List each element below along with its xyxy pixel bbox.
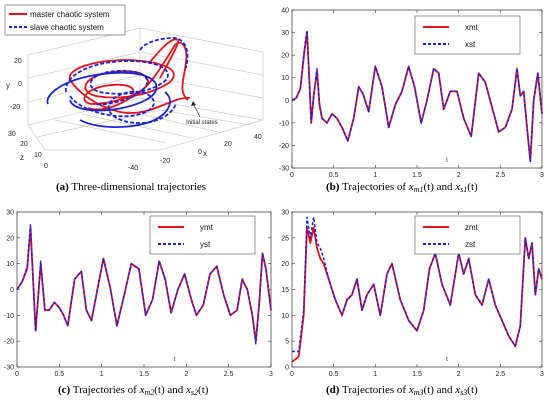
xtick-label-b-5: 2.5 <box>495 172 505 179</box>
panel-a-3d-trajectory: master chaotic system slave chaotic syst… <box>4 4 264 193</box>
ytick-label-d-3: 15 <box>281 287 289 294</box>
master-trajectory-path <box>68 41 191 114</box>
legend-label-zmt: zmt <box>465 223 479 232</box>
xlabel-c: t <box>174 357 176 363</box>
caption-c: (c) Trajectories of xm2(t) and xs2(t) <box>58 384 209 397</box>
ytick-label-d-2: 10 <box>281 313 289 320</box>
ytick-label-d-6: 30 <box>281 210 289 217</box>
caption-b: (b) Trajectories of xm1(t) and xs1(t) <box>326 181 478 194</box>
series-line-yst <box>16 224 272 345</box>
ytick-label-c-1: -20 <box>4 339 14 346</box>
ytick-label-d-4: 20 <box>281 261 289 268</box>
xtick-label-c-3: 1.5 <box>139 371 149 378</box>
xtick-label-c-4: 2 <box>184 371 188 378</box>
master-trajectory-loop <box>149 38 180 79</box>
legend-b: xmt xst <box>414 15 521 55</box>
panel-b-line-chart: 0 0.5 1 1.5 2 2.5 3 -30 -20 -10 0 10 20 30 40 t xmt xst <box>279 8 544 180</box>
legend-master-label: master chaotic system <box>30 10 110 19</box>
ytick-label-b-1: -20 <box>279 143 289 150</box>
ytick-label-c-5: 20 <box>6 235 14 242</box>
ytick-label-d-1: 5 <box>285 339 289 346</box>
caption-a: (a) Three-dimensional trajectories <box>56 181 206 193</box>
caption-d: (d) Trajectories of xm3(t) and xs3(t) <box>326 384 478 397</box>
xtick-label-c-0: 0 <box>15 371 19 378</box>
xtick-label-b-3: 1.5 <box>412 172 422 179</box>
legend-c: ymt yst <box>149 215 256 255</box>
xtick-a-1: -20 <box>160 158 170 165</box>
xtick-label-d-3: 1.5 <box>412 371 422 378</box>
ztick-a-3: 0 <box>44 163 48 170</box>
ytick-label-d-5: 25 <box>281 235 289 242</box>
ytick-label-c-3: 0 <box>10 287 14 294</box>
axis-label-x: x <box>203 149 207 158</box>
slave-trajectory-outer <box>46 71 171 128</box>
legend-d: zmt zst <box>414 215 521 255</box>
ytick-label-b-6: 30 <box>281 30 289 37</box>
series-line-zst <box>292 216 543 353</box>
ytick-a-2: -20 <box>10 104 20 111</box>
annotation-text: Initial states <box>186 120 218 126</box>
legend-box-d <box>414 215 521 255</box>
ytick-a-1: 0 <box>18 81 22 88</box>
xtick-label-c-5: 2.5 <box>224 371 234 378</box>
ytick-label-b-2: -10 <box>279 120 289 127</box>
xtick-a-0: -40 <box>128 165 138 172</box>
xtick-a-2: 0 <box>198 149 202 156</box>
ytick-label-d-0: 0 <box>285 365 289 372</box>
legend-label-zst: zst <box>465 240 476 249</box>
legend-label-xst: xst <box>465 40 476 49</box>
ztick-a-0: 30 <box>8 131 16 138</box>
series-line-xst <box>291 29 543 162</box>
legend-slave-label: slave chaotic system <box>30 23 104 32</box>
ztick-a-2: 10 <box>34 152 42 159</box>
xlabel-d: t <box>446 357 448 363</box>
xtick-a-3: 20 <box>224 141 232 148</box>
ytick-label-b-3: 0 <box>285 98 289 105</box>
xtick-label-d-4: 2 <box>457 371 461 378</box>
xtick-label-b-6: 3 <box>540 172 544 179</box>
axis-label-z: z <box>20 153 24 162</box>
trajectory-group <box>46 37 191 128</box>
xtick-label-d-5: 2.5 <box>495 371 505 378</box>
axis-label-y: y <box>6 81 10 90</box>
legend-label-ymt: ymt <box>200 223 214 232</box>
ytick-a-0: 20 <box>14 58 22 65</box>
slave-trajectory-path <box>65 37 189 124</box>
axes-3d-box <box>27 27 264 151</box>
xtick-label-d-0: 0 <box>290 371 294 378</box>
ytick-label-c-0: -30 <box>4 365 14 372</box>
ytick-label-c-6: 30 <box>6 210 14 217</box>
xtick-label-b-2: 1 <box>373 172 377 179</box>
ytick-label-b-0: -30 <box>279 166 289 173</box>
xtick-label-b-0: 0 <box>290 172 294 179</box>
xtick-label-c-1: 0.5 <box>54 371 64 378</box>
initial-states-annotation: Initial states <box>186 101 218 126</box>
panel-c-line-chart: 0 0.5 1 1.5 2 2.5 3 -30 -20 -10 0 10 20 30 t ymt yst <box>4 210 273 379</box>
ytick-label-b-7: 40 <box>281 8 289 15</box>
xtick-label-c-2: 1 <box>100 371 104 378</box>
xtick-a-4: 40 <box>254 134 262 141</box>
ytick-label-b-4: 10 <box>281 75 289 82</box>
xtick-label-d-6: 3 <box>540 371 544 378</box>
legend-box-b <box>414 15 521 55</box>
legend-a: master chaotic system slave chaotic syst… <box>4 4 126 36</box>
ztick-a-1: 20 <box>20 141 28 148</box>
legend-label-xmt: xmt <box>465 23 479 32</box>
legend-box-c <box>149 215 256 255</box>
xtick-label-c-6: 3 <box>269 371 273 378</box>
xlabel-b: t <box>446 158 448 164</box>
ytick-label-c-4: 10 <box>6 261 14 268</box>
xtick-label-d-1: 0.5 <box>329 371 339 378</box>
ytick-label-c-2: -10 <box>4 313 14 320</box>
ytick-label-b-5: 20 <box>281 53 289 60</box>
xtick-label-b-1: 0.5 <box>329 172 339 179</box>
xtick-label-b-4: 2 <box>457 172 461 179</box>
xtick-label-d-2: 1 <box>373 371 377 378</box>
legend-label-yst: yst <box>200 240 211 249</box>
